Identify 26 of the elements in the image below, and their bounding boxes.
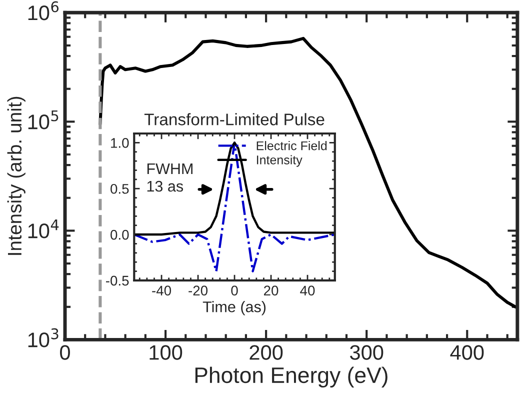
y-tick-label: -0.5 [106, 276, 129, 286]
x-tick-label: -40 [152, 286, 172, 296]
line-series [134, 142, 335, 236]
x-tick-label: -20 [188, 286, 208, 296]
x-tick-label: 100 [150, 345, 182, 360]
y-tick-label: 10$^{5}$ [28, 110, 58, 130]
y-tick-label: 0.5 [110, 184, 129, 194]
y-tick-label: 1.0 [111, 138, 129, 148]
x-tick-label: 300 [350, 345, 384, 360]
y-tick-label: 10$^{3}$ [28, 328, 58, 348]
x-tick-label: 0 [60, 345, 70, 360]
x-tick-label: 40 [300, 286, 315, 296]
chart-title: Transform-Limited Pulse [144, 113, 324, 126]
y-axis-title: Intensity (arb. unit) [7, 96, 26, 255]
x-tick-label: 400 [450, 345, 484, 360]
y-tick-label: 0.0 [110, 230, 129, 240]
y-tick-label: 10$^{4}$ [28, 219, 59, 238]
legend-label: Intensity [256, 155, 302, 167]
legend-label: Electric Field [256, 141, 327, 150]
y-tick-label: 10$^{6}$ [28, 1, 59, 20]
x-tick-label: 200 [250, 345, 283, 360]
annotation: FWHM 13 as [147, 163, 192, 192]
x-axis-title: Photon Energy (eV) [195, 366, 388, 388]
x-axis-title: Time (as) [202, 301, 266, 316]
x-tick-label: 0 [231, 286, 238, 296]
x-tick-label: 20 [264, 286, 278, 296]
